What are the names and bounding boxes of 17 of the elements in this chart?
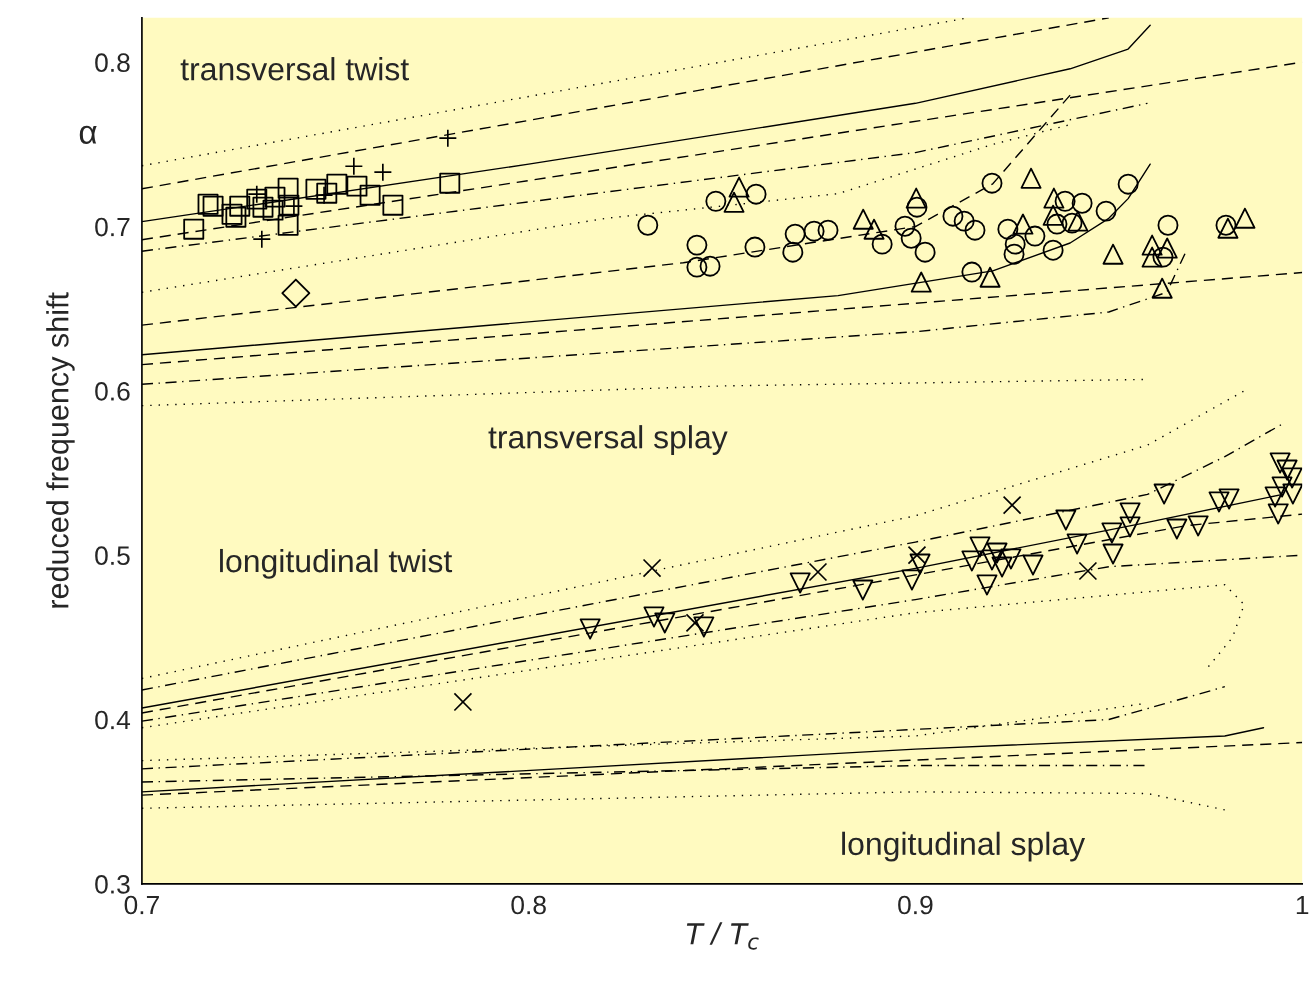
annotation: longitudinal splay xyxy=(842,831,1086,862)
x-tick-label: 0.9 xyxy=(898,895,933,915)
y-tick-label: 0.6 xyxy=(95,382,130,401)
x-tick-label: 0.8 xyxy=(511,895,546,915)
annotation: longitudinal twist xyxy=(220,548,453,579)
annotation: transversal twist xyxy=(180,57,409,81)
y-tick-label: 0.4 xyxy=(95,710,131,730)
x-tick-label: 1 xyxy=(1296,895,1309,915)
y-tick-label: 0.8 xyxy=(95,53,130,73)
x-axis-title: T / T$_{c}$ xyxy=(686,922,759,950)
y-tick-label: 0.5 xyxy=(95,546,130,566)
x-tick-label: 0.7 xyxy=(124,895,159,915)
y-tick-label: 0.7 xyxy=(95,217,130,237)
y-axis-title: reduced frequency shift xyxy=(46,292,75,608)
text: α xyxy=(79,125,97,144)
y-tick-label: 0.3 xyxy=(95,875,130,894)
annotation: transversal splay xyxy=(488,425,728,455)
